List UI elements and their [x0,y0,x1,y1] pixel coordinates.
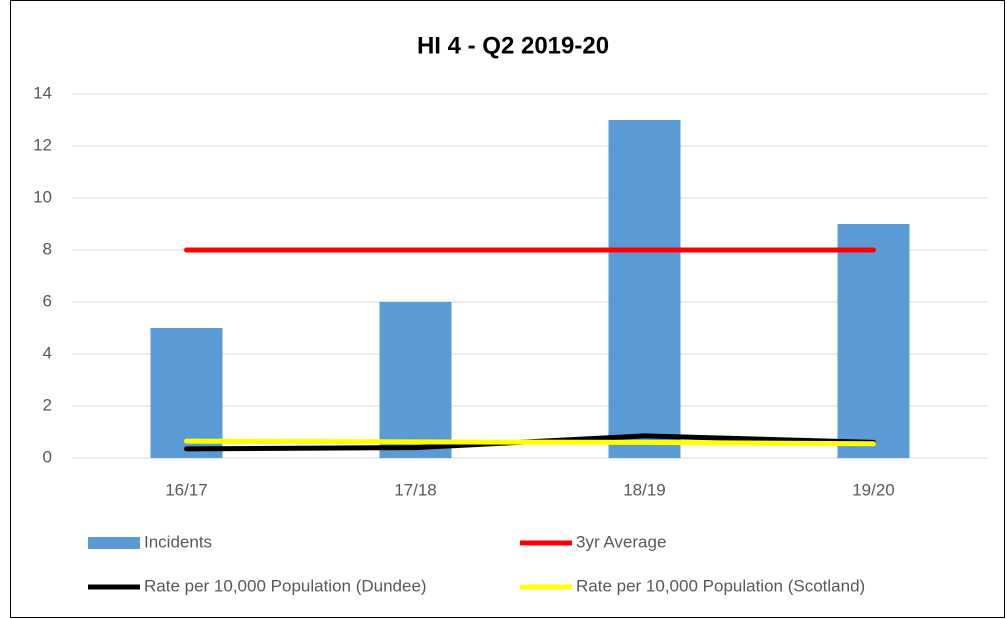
chart-title: HI 4 - Q2 2019-20 [417,32,609,59]
y-tick-label: 6 [43,291,52,310]
legend-label: 3yr Average [576,532,666,551]
x-tick-label: 16/17 [165,480,208,499]
legend-swatch [88,537,140,549]
bar [608,120,681,458]
x-tick-label: 19/20 [852,480,895,499]
line [184,438,876,447]
y-tick-label: 12 [33,135,52,154]
legend-label: Rate per 10,000 Population (Dundee) [144,576,427,595]
bar [150,328,223,458]
x-tick-label: 17/18 [394,480,437,499]
y-tick-label: 0 [43,447,52,466]
x-tick-label: 18/19 [623,480,666,499]
legend-label: Incidents [144,532,212,551]
legend-label: Rate per 10,000 Population (Scotland) [576,576,865,595]
y-tick-label: 2 [43,395,52,414]
y-tick-label: 10 [33,187,52,206]
bar [379,302,452,458]
bar [837,224,910,458]
y-tick-label: 8 [43,239,52,258]
y-tick-label: 14 [33,83,52,102]
y-tick-label: 4 [43,343,52,362]
